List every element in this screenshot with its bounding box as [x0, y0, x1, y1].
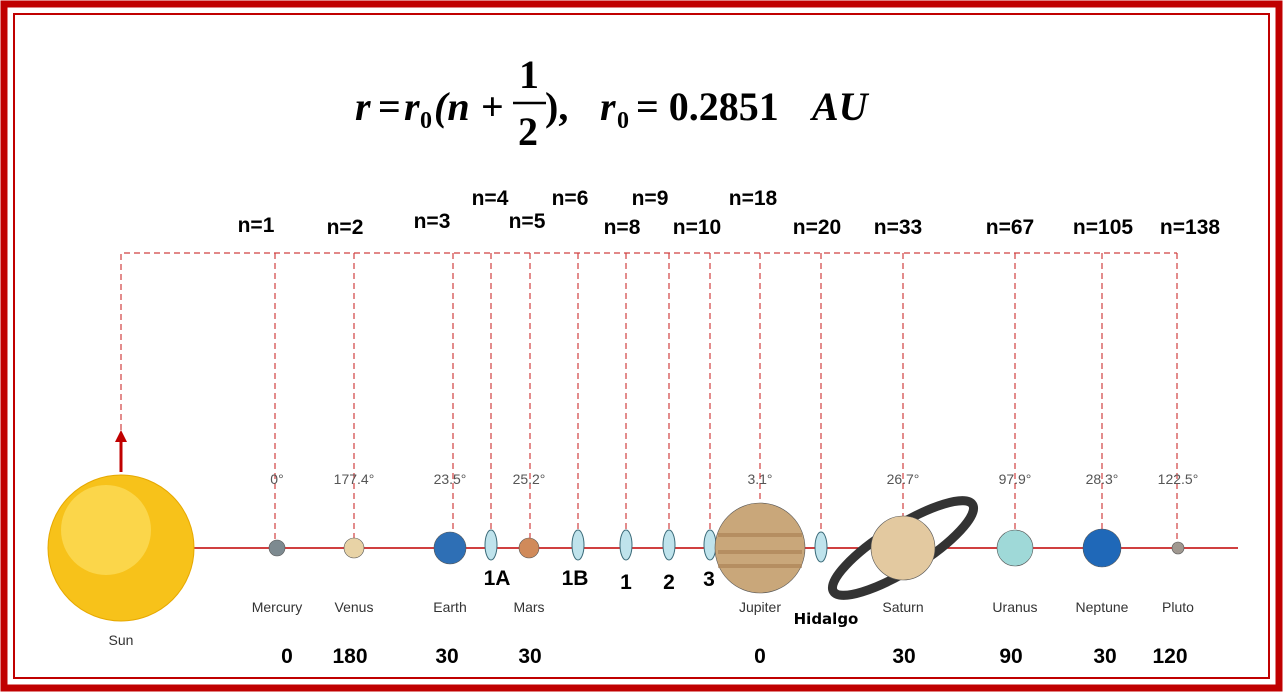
planet	[343, 537, 365, 559]
gap-marker	[619, 529, 633, 561]
planet	[518, 537, 540, 559]
formula-unit: AU	[809, 84, 870, 129]
gap-label: 3	[703, 568, 715, 591]
planet-name: Uranus	[992, 599, 1037, 615]
angle-value: 180	[332, 645, 367, 668]
tilt-label: 28.3°	[1086, 471, 1119, 487]
formula-sub: 0	[617, 108, 629, 134]
sun-arrow-head	[115, 430, 127, 442]
planet-name: Mercury	[252, 599, 303, 615]
hidalgo-label: Hidalgo	[794, 610, 859, 628]
angle-value: 90	[999, 645, 1022, 668]
gap-marker	[662, 529, 676, 561]
planet	[870, 515, 936, 581]
hidalgo-marker	[814, 531, 828, 563]
planet	[433, 531, 467, 565]
inner-border	[13, 13, 1270, 679]
tilt-label: 177.4°	[334, 471, 375, 487]
n-label: n=138	[1160, 216, 1220, 239]
gap-label: 1	[620, 571, 632, 594]
tilt-label: 0°	[270, 471, 283, 487]
n-label: n=4	[472, 187, 509, 210]
n-label: n=8	[604, 216, 641, 239]
formula-plus: +	[481, 84, 504, 129]
gap-label: 1A	[484, 567, 511, 590]
sun-leader	[120, 252, 1177, 470]
n-label: n=33	[874, 216, 922, 239]
n-label: n=20	[793, 216, 841, 239]
n-label: n=3	[414, 210, 451, 233]
formula-r: r	[355, 84, 371, 129]
n-label: n=10	[673, 216, 721, 239]
planet-name: Pluto	[1162, 599, 1194, 615]
n-label: n=1	[238, 214, 275, 237]
n-label: n=18	[729, 187, 778, 210]
tilt-label: 25.2°	[513, 471, 546, 487]
angle-value: 0	[281, 645, 293, 668]
n-label: n=105	[1073, 216, 1133, 239]
planet	[714, 502, 806, 594]
planet-name: Mars	[513, 599, 544, 615]
sun-highlight	[61, 485, 151, 575]
n-label: n=9	[632, 187, 669, 210]
formula-r0: r	[404, 84, 420, 129]
formula-denominator: 2	[518, 109, 538, 154]
angle-value: 30	[435, 645, 458, 668]
n-label: n=2	[327, 216, 364, 239]
planet-name: Jupiter	[739, 599, 781, 615]
planet-name: Earth	[433, 599, 466, 615]
n-label: n=67	[986, 216, 1034, 239]
angle-value: 120	[1152, 645, 1187, 668]
planet-name: Venus	[335, 599, 374, 615]
gap-marker	[571, 529, 585, 561]
n-label: n=5	[509, 210, 546, 233]
sun-label: Sun	[109, 632, 134, 648]
planet-name: Neptune	[1076, 599, 1129, 615]
angle-value: 0	[754, 645, 766, 668]
tilt-label: 122.5°	[1158, 471, 1199, 487]
formula-eq: =	[378, 84, 401, 129]
angle-value: 30	[518, 645, 541, 668]
gap-marker	[484, 529, 498, 561]
formula-sub: 0	[420, 108, 432, 134]
planet	[268, 539, 286, 557]
formula-numerator: 1	[519, 52, 539, 97]
planet-name: Saturn	[882, 599, 923, 615]
tilt-label: 23.5°	[434, 471, 467, 487]
tilt-label: 3.1°	[747, 471, 772, 487]
gap-marker	[703, 529, 717, 561]
angle-value: 30	[892, 645, 915, 668]
angle-value: 30	[1093, 645, 1116, 668]
gap-label: 1B	[562, 567, 589, 590]
formula-r0b: r	[600, 84, 616, 129]
planet	[1171, 541, 1185, 555]
formula-value: = 0.2851	[636, 84, 779, 129]
formula-open: (n	[434, 84, 470, 129]
planet	[996, 529, 1034, 567]
planet	[1082, 528, 1122, 568]
tilt-label: 26.7°	[887, 471, 920, 487]
gap-label: 2	[663, 571, 675, 594]
tilt-label: 97.9°	[999, 471, 1032, 487]
formula-close: ),	[545, 84, 568, 129]
n-label: n=6	[552, 187, 589, 210]
